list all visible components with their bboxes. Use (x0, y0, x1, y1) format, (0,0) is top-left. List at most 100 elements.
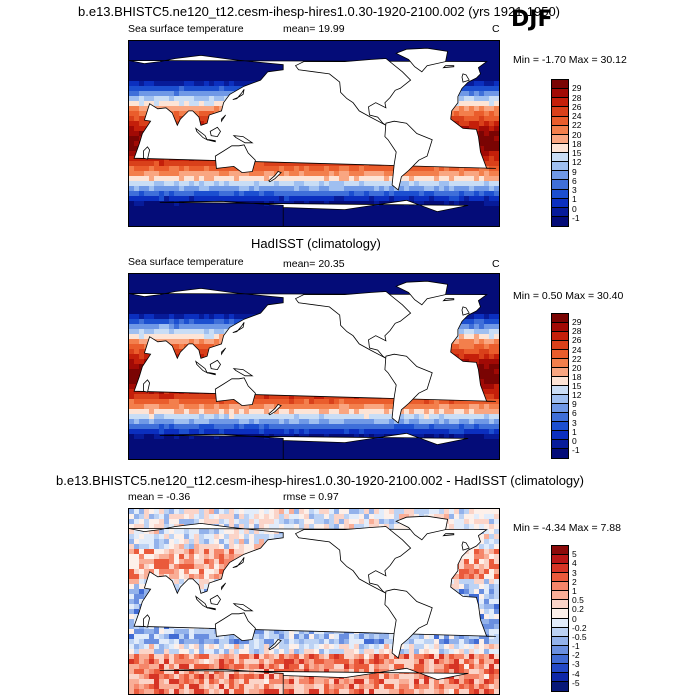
land-mass (209, 594, 221, 606)
land-mass (395, 47, 449, 73)
colorbar-tick-label: 29 (572, 83, 582, 94)
land-mass (232, 603, 254, 612)
colorbar-swatch (552, 681, 568, 691)
colorbar-tick-label: -5 (572, 677, 580, 688)
colorbar-swatch (552, 573, 568, 583)
panel1-mean: mean= 19.99 (283, 23, 345, 35)
colorbar-swatch (552, 359, 568, 368)
land-mass (195, 595, 208, 609)
colorbar-swatch (552, 216, 568, 226)
colorbar-tick-label: 0.5 (572, 595, 584, 606)
colorbar-tick-label: 9 (572, 399, 577, 410)
land-mass (232, 557, 245, 568)
colorbar-swatch (552, 609, 568, 619)
colorbar-tick-label: -0.5 (572, 631, 587, 642)
land-mass (294, 526, 412, 594)
colorbar-swatch (552, 636, 568, 646)
colorbar-swatch (552, 555, 568, 565)
colorbar-tick-label: 12 (572, 157, 582, 168)
colorbar-swatch (552, 171, 568, 181)
colorbar-swatch (552, 404, 568, 413)
colorbar-swatch (552, 125, 568, 135)
land-mass (221, 347, 226, 356)
colorbar-swatch (552, 422, 568, 431)
colorbar-tick-label: 0 (572, 435, 577, 446)
colorbar-swatch (552, 350, 568, 359)
panel1-variable-label: Sea surface temperature (128, 23, 244, 35)
colorbar-tick-label: 0.2 (572, 604, 584, 615)
land-mass (384, 120, 433, 191)
colorbar-tick-label: 1 (572, 585, 577, 596)
colorbar-tick-label: 0 (572, 613, 577, 624)
colorbar-tick-label: 28 (572, 326, 582, 337)
land-mass (209, 359, 221, 371)
colorbar-swatch (552, 449, 568, 458)
land-mass (395, 280, 449, 306)
colorbar-tick-label: 12 (572, 390, 582, 401)
land-mass (442, 533, 455, 537)
land-mass (214, 144, 256, 174)
colorbar-tick-label: -1 (572, 641, 580, 652)
colorbar-swatch (552, 207, 568, 217)
land-mass (159, 199, 469, 226)
panel2-mean: mean= 20.35 (283, 258, 345, 270)
colorbar-tick-label: 18 (572, 371, 582, 382)
colorbar-tick-label: -3 (572, 659, 580, 670)
panel3-difference-map (128, 508, 500, 695)
land-mass (221, 114, 226, 123)
colorbar-tick-label: 15 (572, 148, 582, 158)
panel2-title: HadISST (climatology) (251, 236, 381, 251)
colorbar-swatch (552, 134, 568, 144)
colorbar-tick-label: 28 (572, 92, 582, 103)
colorbar-tick-label: 5 (572, 549, 577, 560)
colorbar-swatch (552, 582, 568, 592)
season-label: DJF (511, 7, 553, 32)
land-mass (294, 58, 412, 126)
panel2-variable-label: Sea surface temperature (128, 256, 244, 268)
colorbar-tick-label: 3 (572, 567, 577, 578)
colorbar-tick-label: 9 (572, 166, 577, 177)
land-mass (207, 139, 216, 143)
land-mass (461, 541, 470, 551)
land-mass (209, 126, 221, 138)
colorbar-swatch (552, 546, 568, 556)
panel2-minmax: Min = 0.50 Max = 30.40 (513, 290, 624, 302)
land-mass (232, 135, 254, 144)
colorbar-swatch (552, 431, 568, 440)
land-mass (268, 171, 282, 183)
colorbar-swatch (552, 440, 568, 449)
colorbar-tick-label: 24 (572, 344, 582, 355)
colorbar-swatch (552, 162, 568, 172)
colorbar-tick-label: 22 (572, 353, 582, 364)
land-mass (207, 607, 216, 611)
colorbar-swatch (552, 116, 568, 126)
colorbar-tick-label: 15 (572, 381, 582, 391)
colorbar-swatch (552, 98, 568, 108)
colorbar-swatch (552, 377, 568, 386)
land-mass (232, 368, 254, 377)
colorbar-swatch (552, 80, 568, 90)
panel1-title: b.e13.BHISTC5.ne120_t12.cesm-ihesp-hires… (78, 4, 561, 19)
colorbar-swatch (552, 591, 568, 601)
colorbar-swatch (552, 153, 568, 163)
colorbar-swatch (552, 368, 568, 377)
land-mass (461, 306, 470, 316)
panel2-colorbar (551, 313, 569, 459)
colorbar-swatch (552, 663, 568, 673)
panel1-units: C (492, 23, 500, 35)
colorbar-tick-label: 22 (572, 120, 582, 131)
panel2-units: C (492, 258, 500, 270)
colorbar-swatch (552, 143, 568, 153)
land-mass (384, 353, 433, 424)
colorbar-tick-label: 4 (572, 558, 577, 569)
land-mass (395, 515, 449, 541)
land-mass (461, 73, 470, 83)
colorbar-swatch (552, 395, 568, 404)
colorbar-swatch (552, 413, 568, 422)
colorbar-tick-label: -2 (572, 650, 580, 661)
land-mass (214, 377, 256, 407)
land-mass (143, 379, 151, 393)
land-mass (268, 639, 282, 651)
colorbar-tick-label: 20 (572, 362, 582, 373)
colorbar-tick-label: 2 (572, 576, 577, 587)
